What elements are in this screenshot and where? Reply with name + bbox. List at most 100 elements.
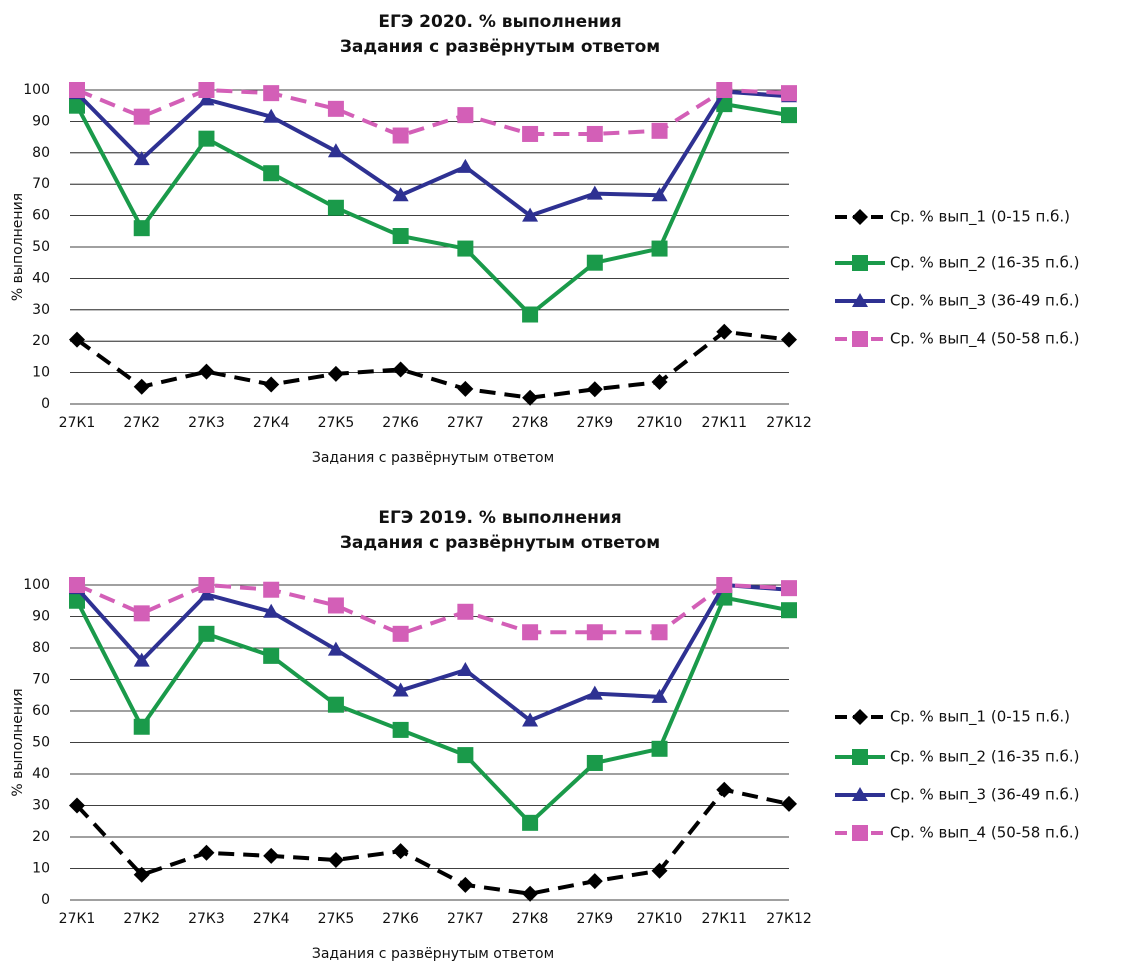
marker	[69, 797, 85, 814]
marker	[392, 682, 409, 697]
x-tick-label: 27К6	[382, 415, 419, 431]
marker	[586, 381, 603, 398]
y-tick-label: 10	[32, 861, 50, 877]
chart-subtitle: Задания с развёрнутым ответом	[340, 37, 660, 57]
marker	[263, 581, 280, 598]
y-tick-label: 60	[32, 208, 50, 224]
x-tick-label: 27К8	[512, 911, 549, 927]
marker	[327, 365, 344, 382]
series-line	[75, 101, 790, 318]
marker	[651, 374, 668, 391]
marker	[263, 376, 280, 393]
legend-label: Ср. % вып_2 (16-35 п.б.)	[890, 748, 1080, 767]
x-tick-label: 27К6	[382, 911, 419, 927]
marker	[586, 185, 603, 200]
marker	[263, 647, 280, 664]
y-tick-label: 100	[23, 577, 50, 593]
marker	[457, 380, 474, 397]
marker	[133, 866, 150, 883]
x-tick-label: 27К7	[447, 911, 484, 927]
marker	[133, 718, 150, 735]
x-tick-label: 27К5	[318, 911, 355, 927]
y-tick-label: 90	[32, 609, 50, 625]
y-axis-label: % выполнения	[10, 688, 26, 796]
x-tick-label: 27К10	[637, 911, 683, 927]
y-tick-label: 40	[32, 270, 50, 286]
marker	[198, 577, 215, 593]
marker	[133, 220, 150, 237]
legend-label: Ср. % вып_1 (0-15 п.б.)	[890, 708, 1070, 727]
y-tick-label: 90	[32, 113, 50, 129]
marker	[327, 641, 344, 656]
x-tick-label: 27К3	[188, 415, 225, 431]
marker	[716, 82, 733, 98]
chart-subtitle: Задания с развёрнутым ответом	[340, 533, 660, 553]
x-tick-label: 27К9	[576, 415, 613, 431]
marker	[392, 127, 409, 144]
marker	[651, 240, 668, 257]
marker	[651, 862, 668, 879]
x-tick-label: 27К2	[123, 415, 160, 431]
marker	[781, 85, 797, 102]
marker	[586, 873, 603, 890]
series-line	[75, 89, 790, 218]
marker	[263, 85, 280, 102]
marker	[651, 624, 668, 641]
marker	[457, 876, 474, 893]
x-tick-label: 27К11	[701, 415, 747, 431]
marker	[651, 688, 668, 703]
x-tick-label: 27К5	[318, 415, 355, 431]
y-tick-label: 50	[32, 239, 50, 255]
marker	[781, 331, 797, 348]
y-axis-label: % выполнения	[10, 193, 26, 301]
x-tick-label: 27К12	[766, 415, 812, 431]
marker	[198, 363, 215, 380]
series-line	[75, 582, 790, 723]
marker	[457, 158, 474, 173]
x-tick-label: 27К3	[188, 911, 225, 927]
marker	[651, 740, 668, 757]
y-tick-label: 100	[23, 82, 50, 98]
marker	[781, 107, 797, 124]
series-line	[76, 87, 790, 138]
x-tick-label: 27К2	[123, 911, 160, 927]
marker	[392, 843, 409, 860]
marker	[586, 254, 603, 271]
marker	[327, 851, 344, 868]
marker	[133, 652, 150, 667]
y-tick-label: 0	[41, 396, 50, 412]
legend-label: Ср. % вып_3 (36-49 п.б.)	[890, 786, 1080, 805]
legend-marker	[852, 825, 868, 841]
marker	[392, 361, 409, 378]
legend-marker	[852, 749, 868, 765]
marker	[263, 603, 280, 618]
marker	[198, 82, 215, 98]
marker	[69, 97, 85, 114]
marker	[133, 605, 150, 622]
x-tick-label: 27К1	[59, 911, 96, 927]
marker	[69, 592, 85, 609]
marker	[69, 577, 85, 593]
marker	[69, 82, 85, 98]
series-line	[76, 582, 790, 636]
x-tick-label: 27К8	[512, 415, 549, 431]
marker	[198, 586, 215, 601]
y-tick-label: 60	[32, 703, 50, 719]
y-tick-label: 50	[32, 735, 50, 751]
marker	[781, 580, 797, 597]
marker	[327, 199, 344, 216]
marker	[327, 143, 344, 158]
marker	[327, 696, 344, 713]
marker	[457, 107, 474, 124]
marker	[781, 602, 797, 619]
marker	[522, 814, 539, 831]
marker	[586, 624, 603, 641]
marker	[522, 207, 539, 222]
legend-label: Ср. % вып_1 (0-15 п.б.)	[890, 208, 1070, 227]
y-tick-label: 10	[32, 365, 50, 381]
x-axis-label: Задания с развёрнутым ответом	[312, 450, 554, 466]
marker	[327, 597, 344, 614]
marker	[586, 125, 603, 142]
legend-marker	[852, 293, 868, 307]
